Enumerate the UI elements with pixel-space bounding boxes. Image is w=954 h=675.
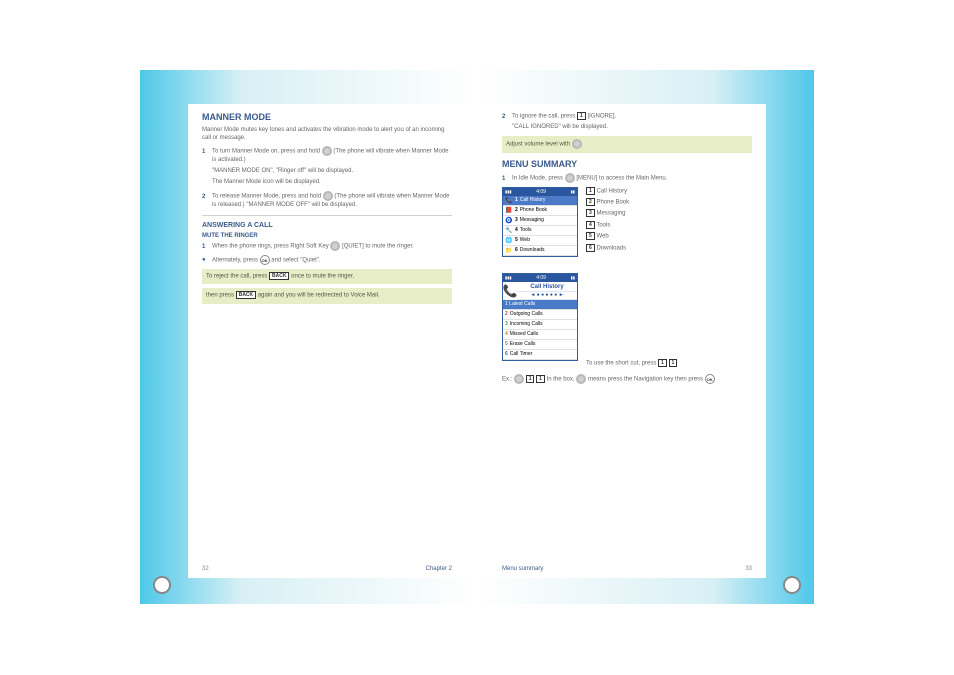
binder-ring-right [783, 576, 801, 594]
left-page: MANNER MODE Manner Mode mutes key tones … [188, 104, 466, 578]
phone-screenshots-wrap: ▮▮▮ 4:09 ▮▮ 📞1Call History📕2Phone Book🧿3… [502, 187, 752, 357]
battery-icon: ▮▮ [571, 189, 575, 194]
softkey-icon [565, 173, 575, 183]
menu-key-list: 1 Call History 2 Phone Book 3 Messaging 4 T… [586, 187, 752, 253]
ignore-step: 2 To ignore the call, press 1 [IGNORE]. [502, 112, 752, 121]
note-box-1: To reject the call, press BACK once to m… [202, 269, 452, 284]
nav-down-icon [322, 146, 332, 156]
manner-step-1: 1 To turn Manner Mode on, press and hold… [202, 146, 452, 164]
status-bar: ▮▮▮ 4:09 ▮▮ [503, 274, 577, 282]
status-bar: ▮▮▮ 4:09 ▮▮ [503, 188, 577, 196]
menu-row: 🌐5Web [503, 236, 577, 246]
mute-ringer-subhead: MUTE THE RINGER [202, 233, 452, 239]
menu-row: 🔧4Tools [503, 226, 577, 236]
manner-step-1c: The Manner Mode icon will be displayed. [212, 179, 452, 187]
key-1: 1 [536, 375, 545, 383]
key-1: 1 [577, 112, 586, 120]
binder-ring-left [153, 576, 171, 594]
answering-call-heading: ANSWERING A CALL [202, 222, 452, 229]
signal-icon: ▮▮▮ [505, 189, 512, 194]
page-number-right: 33 [745, 566, 752, 572]
manual-spread: MANNER MODE Manner Mode mutes key tones … [188, 104, 766, 578]
menu-row: 📞1Call History [503, 196, 577, 206]
ok-icon [705, 374, 715, 384]
submenu-row: 6Call Timer [503, 350, 577, 360]
footer-example: Ex.: 1 1 In the box, means press the Nav… [502, 374, 752, 384]
screen-title: Call History [517, 282, 577, 292]
manner-mode-desc: Manner Mode mutes key tones and activate… [202, 127, 452, 143]
manner-step-2: 2 To release Manner Mode, press and hold… [202, 191, 452, 209]
gradient-frame: MANNER MODE Manner Mode mutes key tones … [140, 70, 814, 604]
key-1: 1 [526, 375, 535, 383]
submenu-row: 4Missed Calls [503, 330, 577, 340]
menu-key-item: 6 Downloads [586, 244, 752, 253]
mute-step-1: 1 When the phone rings, press Right Soft… [202, 241, 452, 251]
page-number-left: 32 [202, 566, 209, 572]
nav-icon [572, 139, 582, 149]
phone-screenshot-main-menu: ▮▮▮ 4:09 ▮▮ 📞1Call History📕2Phone Book🧿3… [502, 187, 578, 257]
back-key: BACK [236, 291, 256, 299]
right-page: 2 To ignore the call, press 1 [IGNORE]. … [488, 104, 766, 578]
submenu-row-selected: 1 Latest Calls [503, 300, 577, 310]
ignore-step-b: "CALL IGNORED" will be displayed. [512, 124, 752, 132]
phone-screenshot-call-history: ▮▮▮ 4:09 ▮▮ 📞 Call History ◄ ● ● ● ● ● ►… [502, 273, 578, 361]
note-volume: Adjust volume level with [502, 136, 752, 152]
nav-down-icon [323, 191, 333, 201]
manner-step-1b: "MANNER MODE ON", "Ringer off" will be d… [212, 168, 452, 176]
menu-row: 📁6Downloads [503, 246, 577, 256]
menu-key-item: 5 Web [586, 232, 752, 241]
manner-mode-heading: MANNER MODE [202, 112, 452, 123]
back-key: BACK [269, 272, 289, 280]
softkey-icon [514, 374, 524, 384]
menu-row: 📕2Phone Book [503, 206, 577, 216]
menu-key-item: 3 Messaging [586, 209, 752, 218]
mute-step-2: ● Alternately, press and select "Quiet". [202, 255, 452, 265]
ok-icon [260, 255, 270, 265]
submenu-row: 5Erase Calls [503, 340, 577, 350]
menu-key-item: 1 Call History [586, 187, 752, 196]
key-1: 1 [658, 359, 667, 367]
menu-key-item: 4 Tools [586, 221, 752, 230]
submenu-row: 2Outgoing Calls [503, 310, 577, 320]
menu-row: 🧿3Messaging [503, 216, 577, 226]
signal-icon: ▮▮▮ [505, 275, 512, 280]
note-box-2: then press BACK again and you will be re… [202, 288, 452, 303]
chapter-right: Menu summary [502, 566, 543, 572]
key-1: 1 [669, 359, 678, 367]
menu-step-1: 1 In Idle Mode, press [MENU] to access t… [502, 173, 752, 183]
nav-icon [576, 374, 586, 384]
softkey-icon [330, 241, 340, 251]
divider [202, 215, 452, 216]
shortcut-line: To use the short cut, press 1 1 [586, 359, 752, 368]
chapter-left: Chapter 2 [426, 566, 452, 572]
menu-key-item: 2 Phone Book [586, 198, 752, 207]
phone-icon: 📞 [503, 282, 517, 300]
menu-summary-heading: MENU SUMMARY [502, 159, 752, 170]
submenu-row: 3Incoming Calls [503, 320, 577, 330]
battery-icon: ▮▮ [571, 275, 575, 280]
